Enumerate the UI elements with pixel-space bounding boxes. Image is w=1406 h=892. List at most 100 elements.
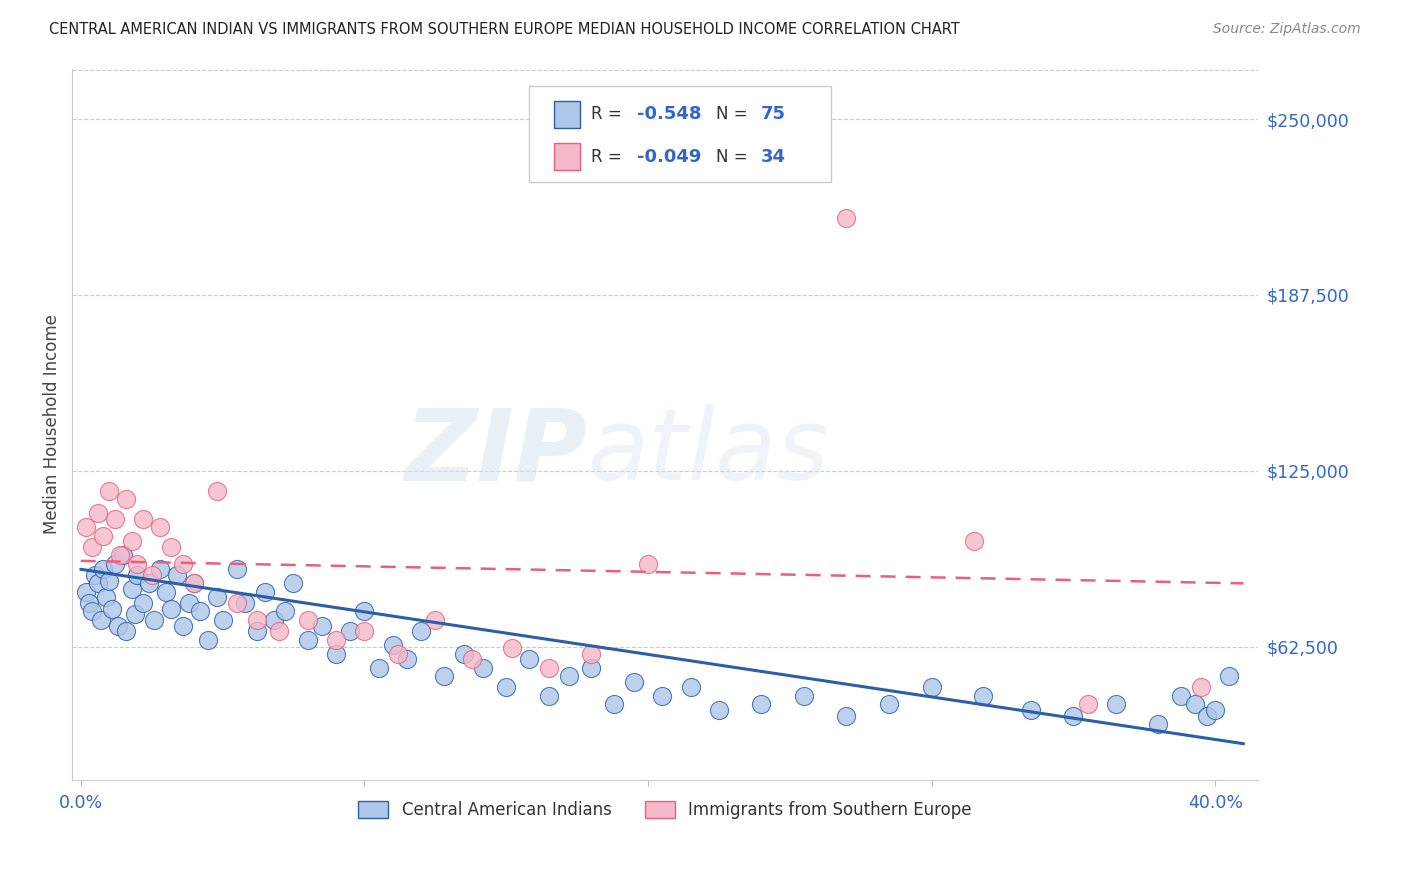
Point bbox=[96, 591, 118, 605]
Point bbox=[90, 613, 112, 627]
Point bbox=[149, 562, 172, 576]
Point bbox=[707, 703, 730, 717]
Point bbox=[98, 574, 121, 588]
Point bbox=[141, 568, 163, 582]
Point bbox=[87, 576, 110, 591]
Point bbox=[160, 601, 183, 615]
Point bbox=[233, 596, 256, 610]
Point bbox=[395, 652, 418, 666]
Point bbox=[84, 568, 107, 582]
Point bbox=[1019, 703, 1042, 717]
Text: R =: R = bbox=[592, 105, 627, 123]
Text: atlas: atlas bbox=[588, 404, 830, 501]
Point bbox=[325, 647, 347, 661]
Legend: Central American Indians, Immigrants from Southern Europe: Central American Indians, Immigrants fro… bbox=[352, 794, 979, 825]
Point bbox=[155, 584, 177, 599]
Point bbox=[269, 624, 291, 639]
Point bbox=[211, 613, 233, 627]
Point bbox=[877, 698, 900, 712]
Point bbox=[225, 562, 247, 576]
Point bbox=[472, 661, 495, 675]
Point bbox=[603, 698, 626, 712]
Point bbox=[283, 576, 305, 591]
Point bbox=[433, 669, 456, 683]
Text: -0.548: -0.548 bbox=[637, 105, 702, 123]
Point bbox=[104, 557, 127, 571]
Point bbox=[297, 632, 319, 647]
Point bbox=[93, 562, 115, 576]
Point bbox=[104, 511, 127, 525]
Point bbox=[537, 689, 560, 703]
Point bbox=[495, 681, 517, 695]
Point bbox=[149, 520, 172, 534]
Point bbox=[115, 624, 138, 639]
Point bbox=[160, 540, 183, 554]
Point bbox=[101, 601, 124, 615]
Point bbox=[132, 511, 155, 525]
Point bbox=[751, 698, 773, 712]
Point bbox=[557, 669, 579, 683]
Point bbox=[1195, 708, 1218, 723]
Point bbox=[1077, 698, 1099, 712]
Point bbox=[80, 605, 103, 619]
Point bbox=[124, 607, 146, 622]
Point bbox=[1189, 681, 1212, 695]
Point bbox=[75, 584, 97, 599]
Point bbox=[98, 483, 121, 498]
Point bbox=[77, 596, 100, 610]
Point bbox=[921, 681, 943, 695]
Point bbox=[172, 557, 194, 571]
Point bbox=[121, 582, 143, 596]
Y-axis label: Median Household Income: Median Household Income bbox=[44, 315, 60, 534]
Text: N =: N = bbox=[716, 148, 752, 166]
Point bbox=[409, 624, 432, 639]
Point bbox=[93, 528, 115, 542]
Point bbox=[127, 557, 149, 571]
Point bbox=[972, 689, 994, 703]
Point bbox=[183, 576, 205, 591]
Text: 75: 75 bbox=[761, 105, 786, 123]
Point bbox=[205, 483, 228, 498]
Point bbox=[339, 624, 361, 639]
Point bbox=[517, 652, 540, 666]
Point bbox=[132, 596, 155, 610]
Point bbox=[80, 540, 103, 554]
Point bbox=[679, 681, 702, 695]
Point bbox=[297, 613, 319, 627]
Point bbox=[963, 534, 986, 549]
Text: CENTRAL AMERICAN INDIAN VS IMMIGRANTS FROM SOUTHERN EUROPE MEDIAN HOUSEHOLD INCO: CENTRAL AMERICAN INDIAN VS IMMIGRANTS FR… bbox=[49, 22, 960, 37]
Point bbox=[793, 689, 815, 703]
Point bbox=[121, 534, 143, 549]
Point bbox=[1184, 698, 1206, 712]
Point bbox=[1147, 717, 1170, 731]
Point bbox=[205, 591, 228, 605]
Point bbox=[835, 211, 858, 225]
Text: R =: R = bbox=[592, 148, 627, 166]
Point bbox=[835, 708, 858, 723]
Point bbox=[254, 584, 277, 599]
Point bbox=[274, 605, 297, 619]
Point bbox=[1105, 698, 1128, 712]
Point bbox=[581, 647, 603, 661]
Point bbox=[367, 661, 389, 675]
Point bbox=[166, 568, 188, 582]
Text: N =: N = bbox=[716, 105, 752, 123]
Point bbox=[183, 576, 205, 591]
Point bbox=[387, 647, 409, 661]
Point bbox=[138, 576, 160, 591]
Text: -0.049: -0.049 bbox=[637, 148, 702, 166]
Point bbox=[197, 632, 219, 647]
Point bbox=[107, 618, 129, 632]
Point bbox=[453, 647, 475, 661]
Point bbox=[501, 641, 523, 656]
Point bbox=[1204, 703, 1226, 717]
Point bbox=[110, 548, 132, 562]
Point bbox=[425, 613, 447, 627]
Point bbox=[245, 624, 267, 639]
Point bbox=[127, 568, 149, 582]
Point bbox=[637, 557, 659, 571]
Point bbox=[112, 548, 135, 562]
Point bbox=[1218, 669, 1240, 683]
Point bbox=[381, 638, 404, 652]
Point bbox=[353, 624, 375, 639]
